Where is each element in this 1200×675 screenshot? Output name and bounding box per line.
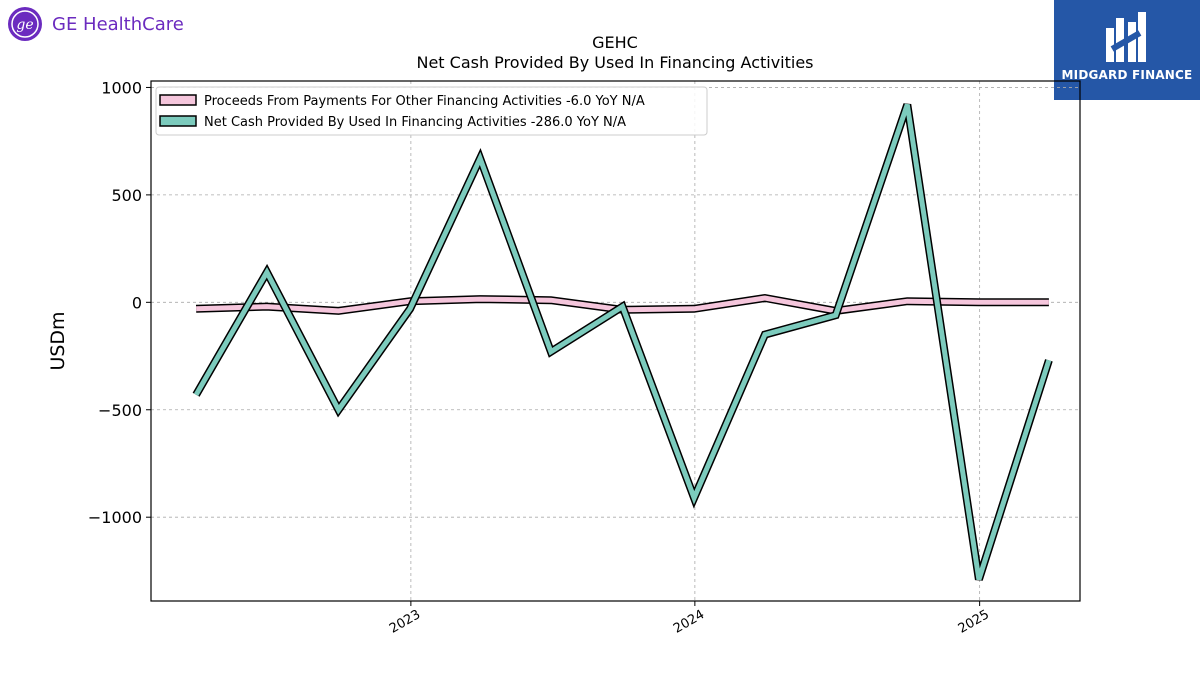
- midgard-finance-logo-text: MIDGARD FINANCE: [1061, 68, 1193, 82]
- series-line-1: [193, 103, 1052, 581]
- y-tick-label: −500: [98, 401, 142, 420]
- legend: Proceeds From Payments For Other Financi…: [155, 86, 708, 136]
- y-tick-label: 0: [132, 293, 142, 312]
- ge-healthcare-logo: ge GE HealthCare: [6, 5, 184, 43]
- y-tick-label: −1000: [88, 508, 142, 527]
- legend-label-1: Net Cash Provided By Used In Financing A…: [204, 115, 626, 130]
- legend-box: [155, 86, 708, 136]
- x-tick-label: 2024: [671, 607, 707, 637]
- series-line-outline-1: [192, 103, 1053, 581]
- legend-swatch-1: [159, 115, 197, 127]
- x-tick-label: 2025: [956, 607, 992, 637]
- y-tick-label: 1000: [101, 78, 142, 97]
- ge-healthcare-logo-text: GE HealthCare: [52, 13, 184, 35]
- y-tick-label: 500: [111, 186, 142, 205]
- x-tick-label: 2023: [387, 607, 423, 637]
- midgard-mark-icon: [1106, 12, 1146, 62]
- chart-title: GEHC: [592, 33, 638, 52]
- midgard-finance-logo: MIDGARD FINANCE: [1054, 0, 1200, 100]
- legend-label-0: Proceeds From Payments For Other Financi…: [204, 94, 645, 109]
- svg-text:ge: ge: [16, 17, 33, 33]
- legend-swatch-0: [159, 94, 197, 106]
- y-axis-label: USDm: [47, 311, 69, 370]
- chart-subtitle: Net Cash Provided By Used In Financing A…: [416, 53, 813, 72]
- ge-monogram-icon: ge: [8, 7, 42, 41]
- plot-frame: [150, 80, 1081, 602]
